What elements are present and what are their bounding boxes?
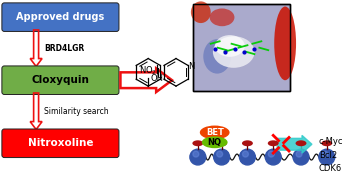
FancyBboxPatch shape	[2, 129, 119, 158]
Ellipse shape	[202, 136, 228, 148]
FancyBboxPatch shape	[2, 3, 119, 31]
Circle shape	[214, 149, 229, 165]
Circle shape	[243, 151, 249, 157]
Text: Nitroxoline: Nitroxoline	[28, 138, 93, 148]
Text: Approved drugs: Approved drugs	[16, 12, 104, 22]
Text: NQ: NQ	[208, 138, 222, 147]
Circle shape	[319, 149, 335, 165]
Ellipse shape	[213, 36, 255, 68]
Circle shape	[296, 151, 302, 157]
Text: OH: OH	[151, 74, 164, 83]
Ellipse shape	[321, 140, 332, 146]
Circle shape	[265, 149, 281, 165]
Text: c-Myc
Bcl2
CDK6: c-Myc Bcl2 CDK6	[319, 137, 343, 173]
Ellipse shape	[210, 9, 234, 26]
Ellipse shape	[200, 125, 229, 139]
Circle shape	[293, 149, 309, 165]
Text: Similarity search: Similarity search	[44, 107, 109, 116]
Circle shape	[239, 149, 255, 165]
Ellipse shape	[192, 140, 203, 146]
Ellipse shape	[295, 140, 306, 146]
Circle shape	[217, 151, 223, 157]
Ellipse shape	[203, 39, 231, 74]
Circle shape	[193, 151, 199, 157]
Text: Cloxyquin: Cloxyquin	[31, 75, 89, 85]
Bar	[193, 4, 290, 91]
Ellipse shape	[191, 1, 211, 23]
FancyBboxPatch shape	[2, 66, 119, 94]
Ellipse shape	[242, 140, 253, 146]
Ellipse shape	[215, 35, 245, 57]
Circle shape	[268, 151, 274, 157]
Circle shape	[190, 149, 206, 165]
Ellipse shape	[268, 140, 279, 146]
Text: NO$_2$: NO$_2$	[139, 65, 157, 77]
Text: BET: BET	[206, 128, 224, 137]
FancyArrow shape	[277, 135, 312, 153]
Ellipse shape	[274, 6, 296, 80]
Text: N: N	[188, 62, 194, 71]
Text: BRD4LGR: BRD4LGR	[44, 44, 84, 53]
Circle shape	[322, 151, 328, 157]
Ellipse shape	[216, 140, 227, 146]
Bar	[193, 4, 290, 91]
